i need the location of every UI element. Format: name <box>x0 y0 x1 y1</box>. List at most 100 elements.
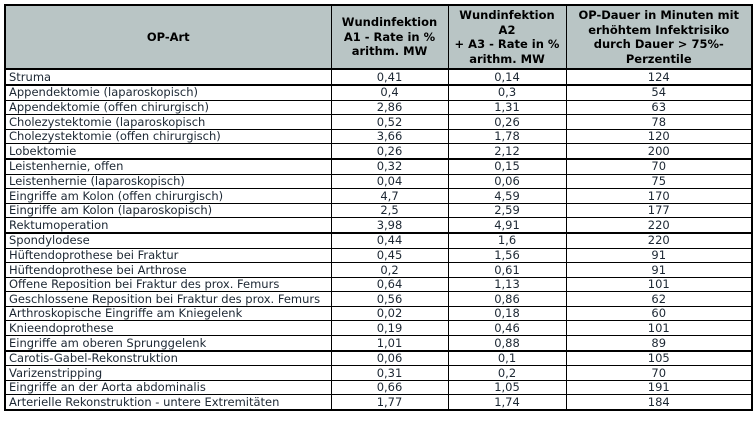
op-dauer-cell: 105 <box>565 350 753 367</box>
op-art-cell: Rektumoperation <box>4 217 332 234</box>
table-header: OP-Art Wundinfektion A1 - Rate in % arit… <box>4 4 753 71</box>
op-art-cell: Eingriffe an der Aorta abdominalis <box>4 379 332 396</box>
a2a3-rate-cell: 0,1 <box>447 350 567 367</box>
op-dauer-cell: 54 <box>565 84 753 101</box>
a2a3-rate-cell: 2,59 <box>447 202 567 219</box>
op-art-cell: Cholezystektomie (laparoskopisch <box>4 114 332 130</box>
table-row: Hüftendoprothese bei Arthrose 0,2 0,61 91 <box>4 262 753 278</box>
a1-rate-cell: 2,5 <box>330 202 449 219</box>
a2a3-rate-cell: 1,6 <box>447 232 567 249</box>
table-row: Appendektomie (offen chirurgisch) 2,86 1,3… <box>4 99 753 116</box>
op-dauer-cell: 170 <box>565 188 753 204</box>
a1-rate-cell: 0,56 <box>330 291 449 307</box>
op-art-cell: Hüftendoprothese bei Fraktur <box>4 247 332 264</box>
op-art-cell: Hüftendoprothese bei Arthrose <box>4 262 332 278</box>
a2a3-rate-cell: 0,06 <box>447 173 567 190</box>
op-dauer-cell: 60 <box>565 305 753 322</box>
a1-rate-cell: 0,26 <box>330 143 449 160</box>
table-row: Carotis-Gabel-Rekonstruktion 0,06 0,1 105 <box>4 350 753 367</box>
a2a3-rate-cell: 4,91 <box>447 217 567 234</box>
a1-rate-cell: 3,98 <box>330 217 449 234</box>
column-header-wundinfektion-a2-a3: Wundinfektion A2 + A3 - Rate in % arithm… <box>447 4 567 71</box>
table-row: Eingriffe an der Aorta abdominalis 0,66 1,… <box>4 379 753 396</box>
a1-rate-cell: 0,64 <box>330 276 449 293</box>
table-row: Hüftendoprothese bei Fraktur 0,45 1,56 91 <box>4 247 753 264</box>
a2a3-rate-cell: 1,05 <box>447 379 567 396</box>
a1-rate-cell: 1,77 <box>330 394 449 411</box>
a1-rate-cell: 0,04 <box>330 173 449 190</box>
table-row: Eingriffe am oberen Sprunggelenk 1,01 0,88… <box>4 335 753 352</box>
table-row: Lobektomie 0,26 2,12 200 <box>4 143 753 160</box>
table-row: Cholezystektomie (offen chirurgisch) 3,66… <box>4 128 753 145</box>
column-header-wundinfektion-a1: Wundinfektion A1 - Rate in % arithm. MW <box>330 4 449 71</box>
a1-rate-cell: 0,31 <box>330 365 449 381</box>
op-dauer-cell: 75 <box>565 173 753 190</box>
op-dauer-cell: 101 <box>565 320 753 337</box>
op-art-cell: Struma <box>4 68 332 86</box>
a2a3-rate-cell: 0,46 <box>447 320 567 337</box>
op-art-cell: Eingriffe am oberen Sprunggelenk <box>4 335 332 352</box>
table-row: Eingriffe am Kolon (laparoskopisch) 2,5 2,… <box>4 202 753 219</box>
op-dauer-cell: 177 <box>565 202 753 219</box>
table-row: Eingriffe am Kolon (offen chirurgisch) 4,… <box>4 188 753 204</box>
op-dauer-cell: 62 <box>565 291 753 307</box>
a2a3-rate-cell: 1,31 <box>447 99 567 116</box>
a1-rate-cell: 4,7 <box>330 188 449 204</box>
a2a3-rate-cell: 0,88 <box>447 335 567 352</box>
op-art-cell: Arterielle Rekonstruktion - untere Extre… <box>4 394 332 411</box>
op-art-cell: Lobektomie <box>4 143 332 160</box>
a2a3-rate-cell: 4,59 <box>447 188 567 204</box>
table-row: Appendektomie (laparoskopisch) 0,4 0,3 54 <box>4 84 753 101</box>
op-art-cell: Eingriffe am Kolon (offen chirurgisch) <box>4 188 332 204</box>
table-row: Spondylodese 0,44 1,6 220 <box>4 232 753 249</box>
a1-rate-cell: 0,4 <box>330 84 449 101</box>
column-header-op-art: OP-Art <box>4 4 332 71</box>
a2a3-rate-cell: 2,12 <box>447 143 567 160</box>
op-dauer-cell: 63 <box>565 99 753 116</box>
op-art-cell: Arthroskopische Eingriffe am Kniegelenk <box>4 305 332 322</box>
op-dauer-cell: 91 <box>565 247 753 264</box>
op-art-cell: Geschlossene Reposition bei Fraktur des … <box>4 291 332 307</box>
op-art-cell: Varizenstripping <box>4 365 332 381</box>
a2a3-rate-cell: 0,26 <box>447 114 567 130</box>
table-row: Offene Reposition bei Fraktur des prox. … <box>4 276 753 293</box>
a2a3-rate-cell: 1,56 <box>447 247 567 264</box>
op-dauer-cell: 120 <box>565 128 753 145</box>
a2a3-rate-cell: 0,14 <box>447 68 567 86</box>
a2a3-rate-cell: 0,15 <box>447 158 567 175</box>
table-row: Leistenhernie (laparoskopisch) 0,04 0,06 75 <box>4 173 753 190</box>
op-art-cell: Appendektomie (laparoskopisch) <box>4 84 332 101</box>
op-art-cell: Leistenhernie, offen <box>4 158 332 175</box>
op-dauer-cell: 91 <box>565 262 753 278</box>
op-art-cell: Cholezystektomie (offen chirurgisch) <box>4 128 332 145</box>
a2a3-rate-cell: 1,78 <box>447 128 567 145</box>
op-dauer-cell: 70 <box>565 158 753 175</box>
op-dauer-cell: 89 <box>565 335 753 352</box>
table-row: Arthroskopische Eingriffe am Kniegelenk 0… <box>4 305 753 322</box>
a1-rate-cell: 0,52 <box>330 114 449 130</box>
a2a3-rate-cell: 0,3 <box>447 84 567 101</box>
op-dauer-cell: 200 <box>565 143 753 160</box>
a2a3-rate-cell: 1,13 <box>447 276 567 293</box>
op-art-cell: Knieendoprothese <box>4 320 332 337</box>
header-row: OP-Art Wundinfektion A1 - Rate in % arit… <box>4 4 753 71</box>
a1-rate-cell: 0,44 <box>330 232 449 249</box>
infection-rate-table: OP-Art Wundinfektion A1 - Rate in % arit… <box>4 4 753 412</box>
table-row: Arterielle Rekonstruktion - untere Extre… <box>4 394 753 411</box>
op-art-cell: Eingriffe am Kolon (laparoskopisch) <box>4 202 332 219</box>
op-dauer-cell: 184 <box>565 394 753 411</box>
column-header-op-dauer: OP-Dauer in Minuten mit erhöhtem Infektr… <box>565 4 753 71</box>
table-body: Struma 0,41 0,14 124 Appendektomie (laparosk… <box>4 68 753 411</box>
table-row: Leistenhernie, offen 0,32 0,15 70 <box>4 158 753 175</box>
op-dauer-cell: 220 <box>565 232 753 249</box>
a1-rate-cell: 0,45 <box>330 247 449 264</box>
op-dauer-cell: 78 <box>565 114 753 130</box>
table-row: Struma 0,41 0,14 124 <box>4 68 753 86</box>
a2a3-rate-cell: 0,86 <box>447 291 567 307</box>
table-row: Rektumoperation 3,98 4,91 220 <box>4 217 753 234</box>
a2a3-rate-cell: 0,18 <box>447 305 567 322</box>
op-dauer-cell: 101 <box>565 276 753 293</box>
a1-rate-cell: 0,32 <box>330 158 449 175</box>
op-dauer-cell: 70 <box>565 365 753 381</box>
a1-rate-cell: 0,2 <box>330 262 449 278</box>
